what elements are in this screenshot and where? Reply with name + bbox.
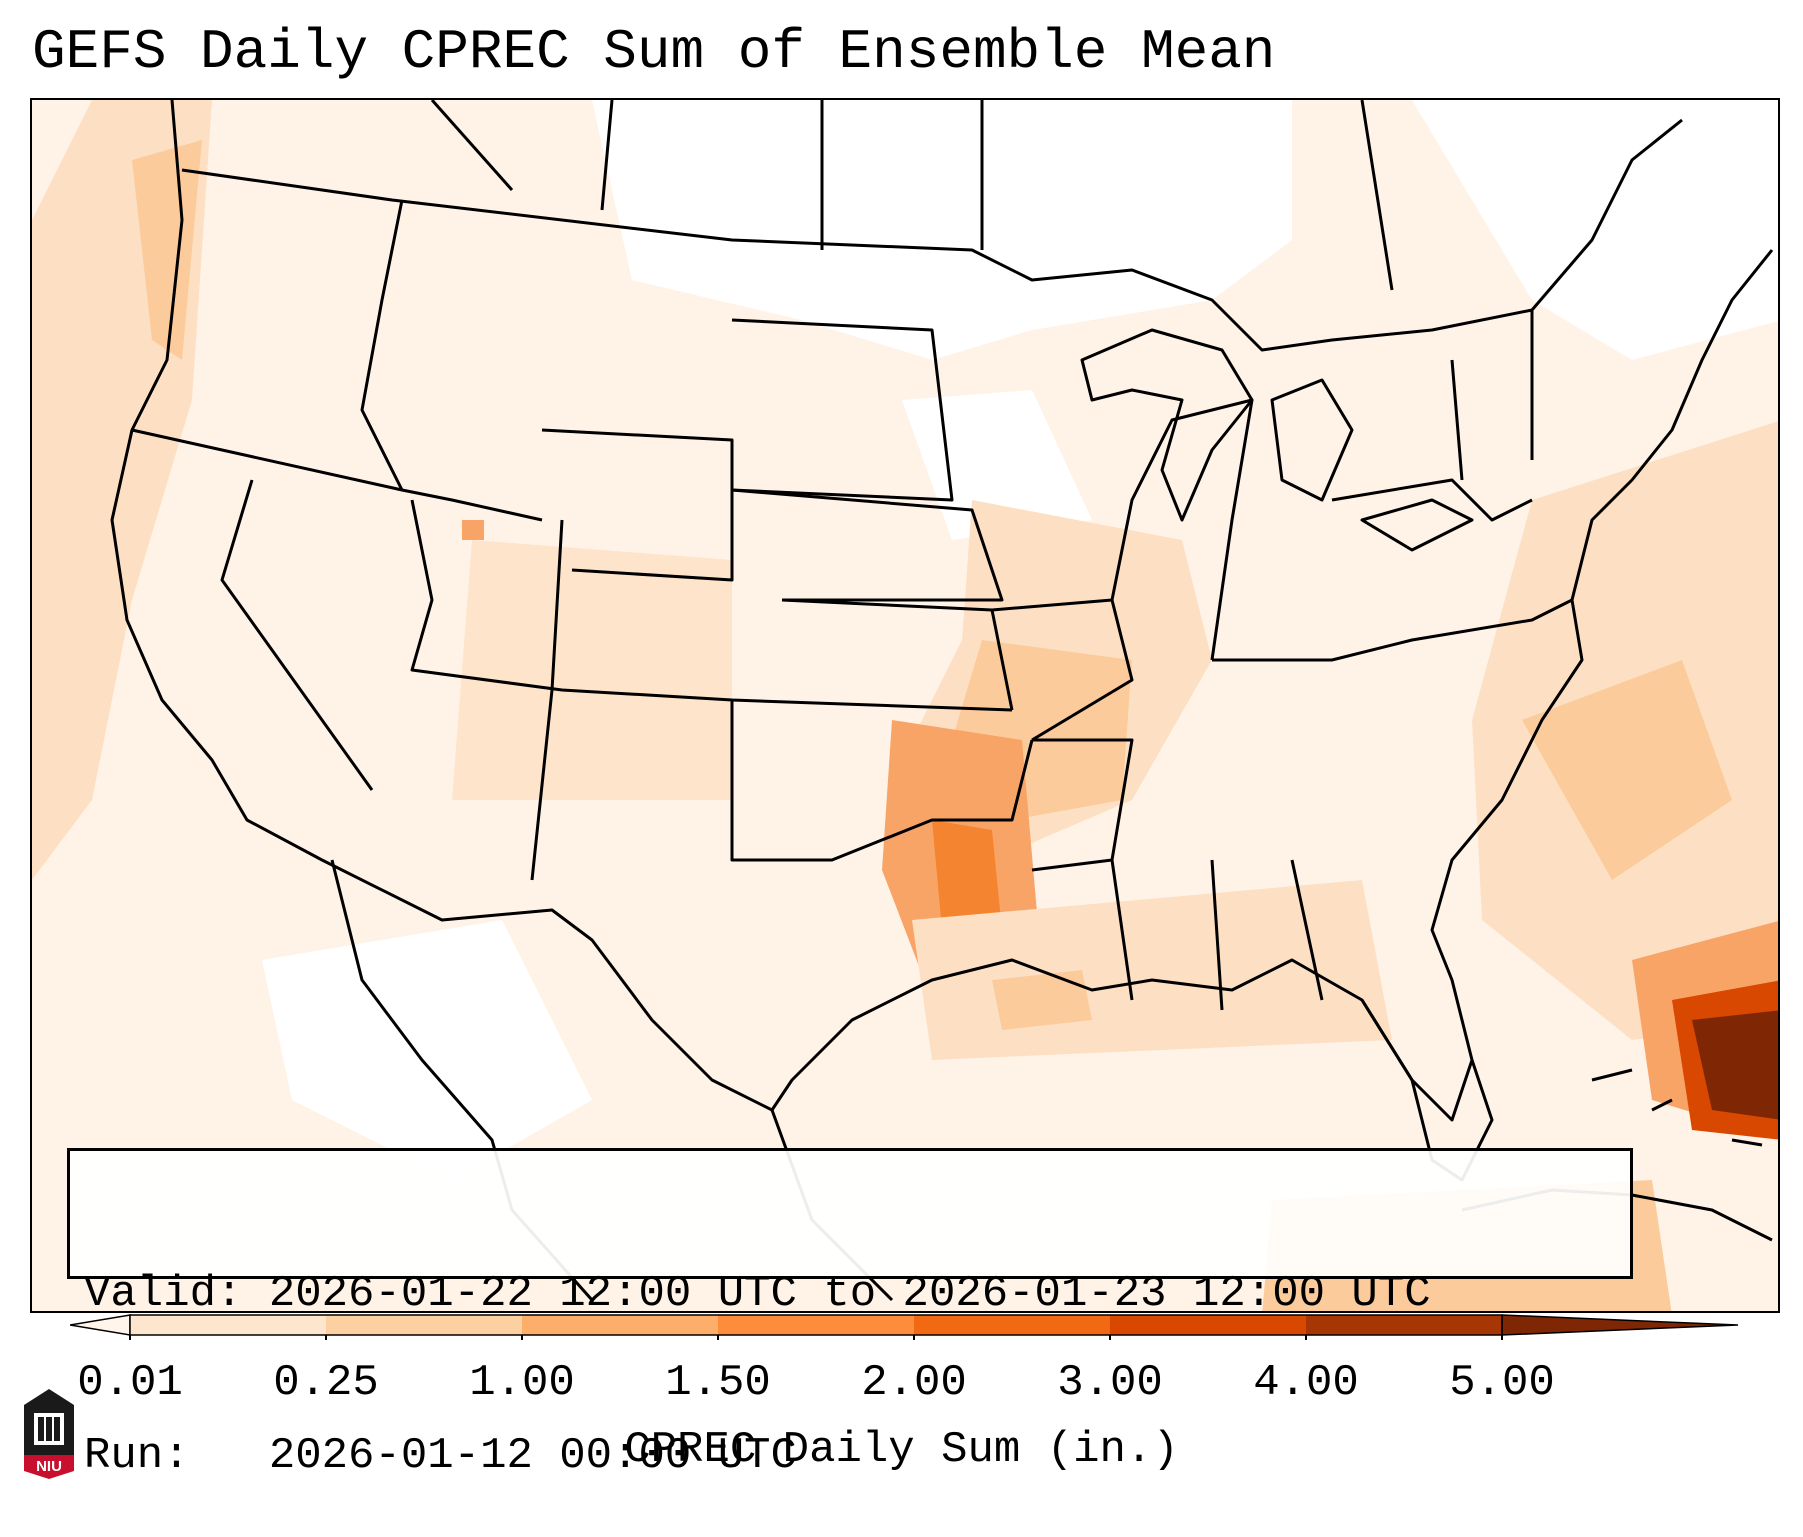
coastline-us	[110, 100, 1774, 1122]
state-line-ny-ne	[1450, 310, 1534, 481]
state-line-ok	[730, 700, 1034, 862]
valid-run-info-box: Valid: 2026-01-22 12:00 UTC to 2026-01-2…	[67, 1148, 1633, 1481]
lake-erie	[1360, 498, 1474, 552]
colorbar-segment	[326, 1315, 523, 1335]
state-line-nv	[220, 479, 374, 791]
svg-text:NIU: NIU	[36, 1458, 62, 1475]
caribbean-islands	[1591, 1068, 1763, 1147]
boundary-lines	[110, 100, 1774, 1302]
map-canvas	[32, 100, 1778, 1311]
state-line-ne	[731, 488, 1004, 602]
state-line-il-in	[1110, 398, 1254, 661]
shade-four-corners	[452, 540, 732, 800]
colorbar-tick-label: 1.50	[665, 1358, 771, 1408]
state-line-or-ca	[131, 428, 543, 522]
colorbar-segment	[130, 1315, 327, 1335]
colorbar-tick-label: 1.00	[469, 1358, 575, 1408]
niu-logo-icon: NIU	[24, 1389, 74, 1479]
state-line-az-nm	[410, 499, 1013, 712]
shade-atlantic-cell	[1522, 660, 1732, 880]
colorbar-segment	[1110, 1315, 1307, 1335]
border-canada	[181, 118, 1683, 352]
great-lakes	[1080, 328, 1254, 522]
colorbar-segment	[718, 1315, 915, 1335]
colorbar-segment	[914, 1315, 1111, 1335]
state-line-pa-oh	[1331, 478, 1533, 522]
shade-pacific-nw	[132, 140, 202, 360]
shade-trace-midwest	[902, 390, 1092, 540]
colorbar-tick-label: 0.25	[273, 1358, 379, 1408]
shade-caribbean-max	[1692, 1010, 1778, 1120]
colorbar-tick-label: 3.00	[1057, 1358, 1163, 1408]
shade-trace-mexico	[262, 920, 592, 1180]
colorbar-under-extension	[70, 1314, 131, 1336]
shade-trace-northeast	[1412, 100, 1778, 360]
state-line-ar	[1031, 738, 1134, 872]
colorbar-tick-label: 0.01	[77, 1358, 183, 1408]
lake-huron	[1270, 378, 1354, 502]
state-line-wy	[541, 428, 734, 582]
map-title: GEFS Daily CPREC Sum of Ensemble Mean	[32, 20, 1276, 84]
colorbar-tick-label: 5.00	[1449, 1358, 1555, 1408]
shade-trace-north	[592, 100, 1292, 360]
shade-peak-texas	[932, 820, 1002, 930]
precipitation-map	[30, 98, 1780, 1313]
shade-gulf-cell	[992, 970, 1092, 1030]
state-line-southeast	[1110, 859, 1324, 1011]
canada-province-lines	[430, 100, 1394, 291]
colorbar-tick-label: 4.00	[1253, 1358, 1359, 1408]
colorbar-border	[129, 1314, 1503, 1336]
colorbar-label: CPREC Daily Sum (in.)	[624, 1425, 1179, 1475]
state-line-mo	[991, 598, 1134, 742]
precip-shading	[32, 100, 1778, 1311]
state-line-id	[360, 199, 404, 491]
colorbar-svg	[70, 1314, 1739, 1340]
run-time-text: Run: 2026-01-12 00:00 UTC	[84, 1431, 797, 1481]
valid-time-text: Valid: 2026-01-22 12:00 UTC to 2026-01-2…	[84, 1269, 1431, 1319]
colorbar	[70, 1310, 1740, 1340]
colorbar-over-extension	[1501, 1314, 1739, 1336]
shade-utah-cell	[462, 520, 484, 540]
state-line-dakotas	[731, 318, 954, 502]
state-line-tn-ky	[1212, 598, 1573, 662]
colorbar-segment	[1306, 1315, 1503, 1335]
colorbar-tick-label: 2.00	[861, 1358, 967, 1408]
state-line-az-nm-west	[530, 519, 564, 881]
colorbar-segment	[522, 1315, 719, 1335]
